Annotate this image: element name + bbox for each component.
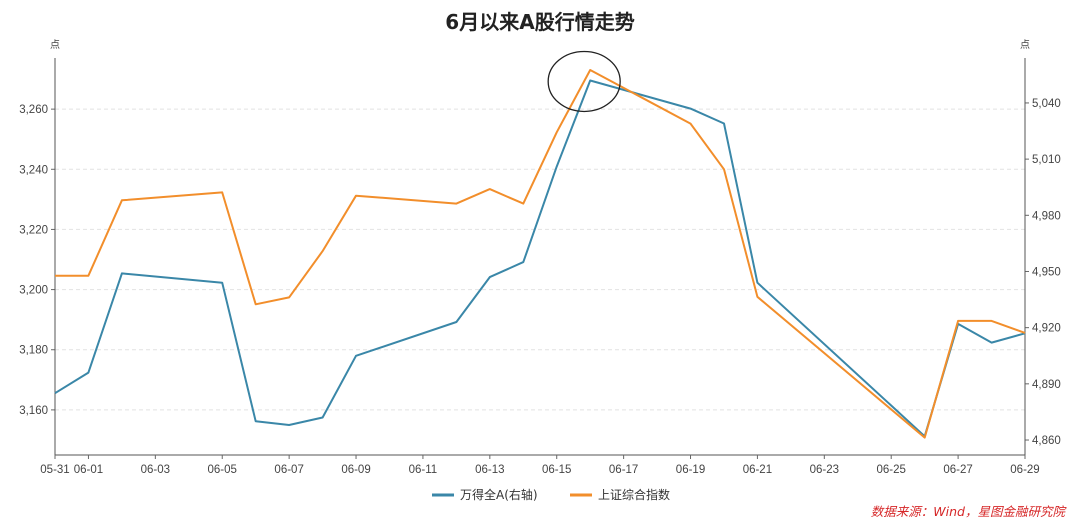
x-tick-label: 06-11 [409, 464, 438, 476]
left-tick-label: 3,200 [19, 285, 48, 297]
x-tick-label: 05-31 [40, 464, 69, 476]
left-tick-label: 3,160 [19, 405, 48, 417]
source-note: 数据来源：Wind，星图金融研究院 [871, 504, 1068, 519]
x-tick-label: 06-19 [676, 464, 705, 476]
right-tick-label: 5,040 [1032, 98, 1061, 110]
gridlines [55, 108, 1025, 411]
x-tick-label: 06-07 [274, 464, 303, 476]
right-tick-label: 4,950 [1032, 266, 1061, 278]
right-tick-label: 4,890 [1032, 379, 1061, 391]
left-tick-label: 3,220 [19, 224, 48, 236]
axes: 3,160 3,180 3,200 3,220 3,240 3,260 4,860 4,890… [19, 58, 1061, 476]
x-tick-label: 06-13 [475, 464, 504, 476]
right-tick-label: 5,010 [1032, 154, 1061, 166]
legend: 万得全A(右轴) 上证综合指数 [432, 487, 670, 502]
annotation-circle [547, 50, 621, 113]
series-lines [54, 69, 1026, 439]
x-tick-label: 06-23 [810, 464, 839, 476]
series-line [55, 69, 1026, 439]
left-tick-label: 3,180 [19, 345, 48, 357]
x-tick-label: 06-03 [141, 464, 170, 476]
series-line [54, 79, 1026, 438]
right-axis-unit: 点 [1020, 39, 1030, 51]
x-tick-label: 06-17 [609, 464, 638, 476]
left-tick-label: 3,260 [19, 104, 48, 116]
x-tick-label: 06-01 [74, 464, 103, 476]
x-tick-label: 06-21 [743, 464, 772, 476]
x-tick-label: 06-29 [1010, 464, 1039, 476]
legend-label: 上证综合指数 [598, 487, 670, 502]
right-tick-label: 4,920 [1032, 323, 1061, 335]
x-tick-label: 06-05 [208, 464, 237, 476]
annotations [547, 50, 621, 113]
left-tick-label: 3,240 [19, 164, 48, 176]
x-tick-label: 06-09 [341, 464, 370, 476]
right-tick-label: 4,980 [1032, 210, 1061, 222]
x-tick-label: 06-25 [876, 464, 905, 476]
x-tick-label: 06-27 [943, 464, 972, 476]
right-tick-label: 4,860 [1032, 435, 1061, 447]
x-tick-label: 06-15 [542, 464, 571, 476]
chart-title: 6月以来A股行情走势 [445, 10, 634, 34]
legend-label: 万得全A(右轴) [460, 487, 538, 502]
left-axis-unit: 点 [50, 39, 60, 51]
